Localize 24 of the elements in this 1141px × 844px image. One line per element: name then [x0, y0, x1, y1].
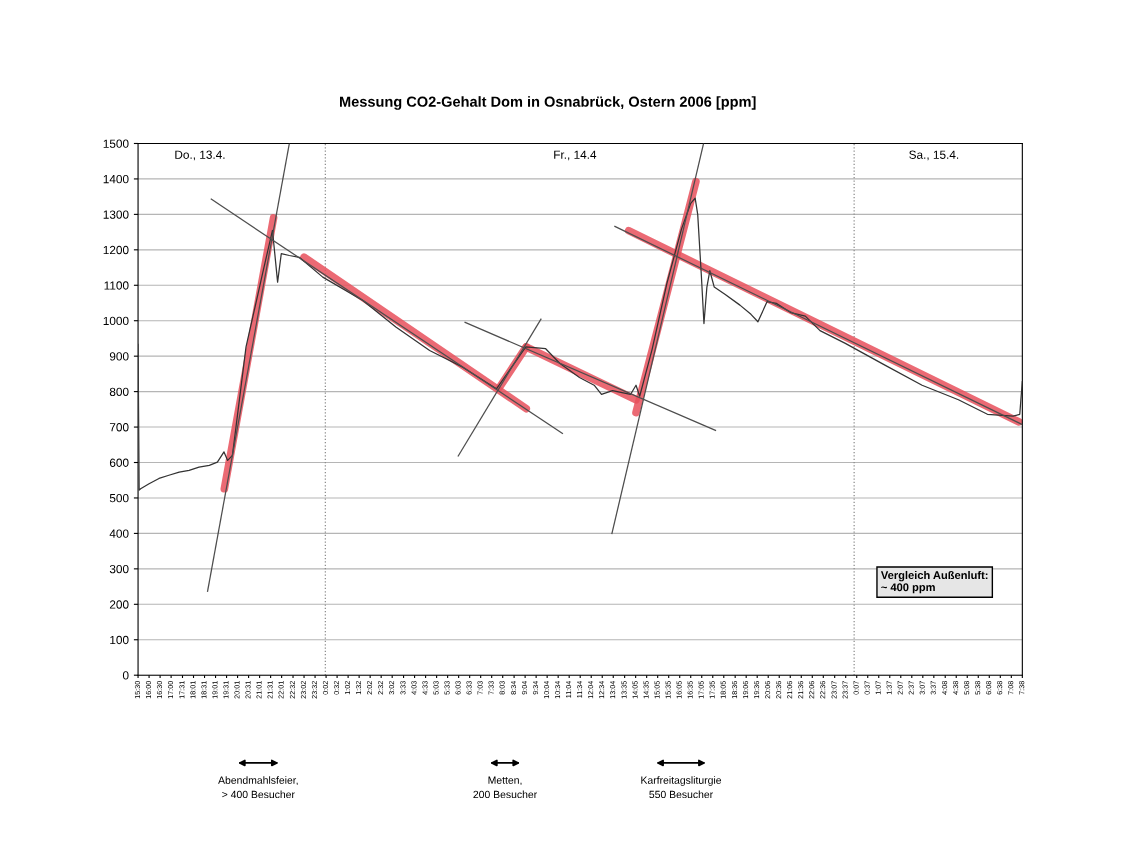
annotation: Do., 13.4.	[175, 150, 225, 161]
y-tick-label: 1400	[103, 174, 129, 184]
y-tick-label: 700	[109, 423, 129, 432]
text: Abendmahlsfeier, > 400 Besucher	[218, 776, 298, 799]
text: Karfreitagsliturgie 550 Besucher	[641, 776, 722, 799]
y-tick-label: 300	[109, 564, 129, 574]
text: Metten, 200 Besucher	[473, 776, 537, 799]
y-tick-label: 100	[110, 635, 129, 645]
y-tick-label: 1000	[103, 316, 129, 326]
y-tick-label: 0	[122, 671, 129, 680]
y-tick-label: 1500	[103, 139, 129, 148]
annotation: Sa., 15.4.	[909, 150, 959, 161]
chart-title: Messung CO2-Gehalt Dom in Osnabrück, Ostern 2006 [ppm]	[340, 96, 756, 110]
annotation: Vergleich Außenluft: ~ 400 ppm	[880, 570, 988, 594]
y-tick-label: 400	[109, 529, 129, 538]
annotation: Fr., 14.4	[554, 150, 597, 161]
y-tick-label: 600	[109, 458, 129, 467]
y-tick-label: 1200	[103, 245, 129, 255]
y-tick-label: 1100	[104, 281, 129, 290]
y-tick-label: 900	[109, 352, 129, 361]
y-tick-label: 500	[109, 493, 129, 503]
y-tick-label: 800	[109, 387, 129, 397]
y-tick-label: 200	[109, 600, 129, 609]
y-tick-label: 1300	[103, 210, 129, 219]
